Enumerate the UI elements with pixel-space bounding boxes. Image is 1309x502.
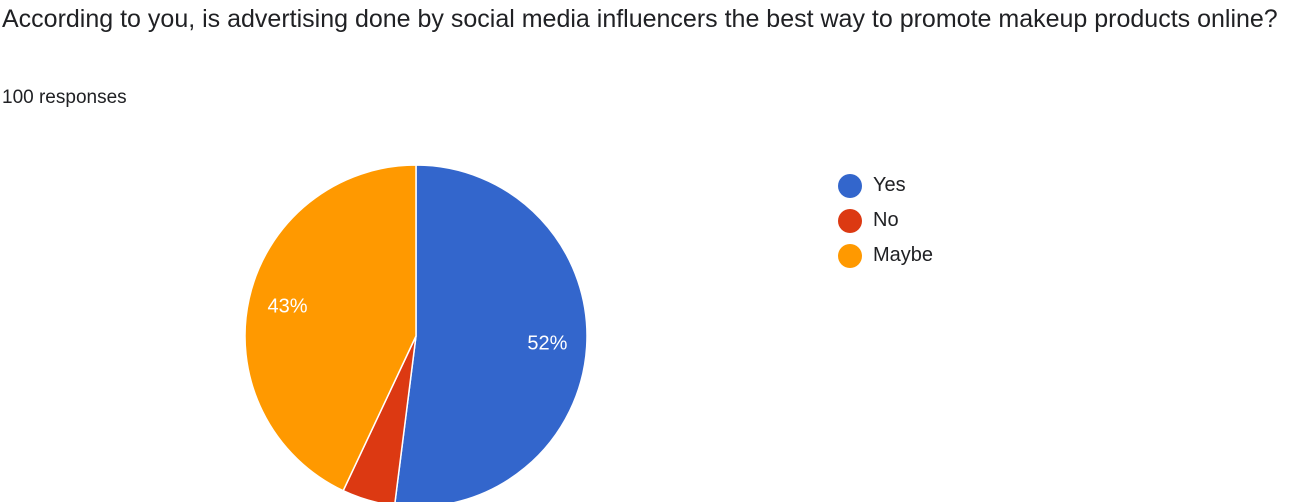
legend-item-yes[interactable]: Yes — [838, 168, 933, 203]
legend-marker-yes — [838, 173, 862, 198]
slice-label-maybe: 43% — [267, 296, 307, 318]
pie-slice-yes[interactable] — [394, 164, 588, 502]
legend-item-maybe[interactable]: Maybe — [838, 238, 933, 273]
legend-label-no: No — [873, 209, 899, 231]
legend-marker-no — [838, 208, 862, 233]
pie-slice-maybe[interactable] — [244, 164, 417, 492]
legend-marker-maybe — [838, 243, 862, 268]
response-count: 100 responses — [2, 87, 127, 108]
question-title: According to you, is advertising done by… — [2, 5, 1278, 33]
slice-label-yes: 52% — [527, 333, 567, 355]
legend-item-no[interactable]: No — [838, 203, 933, 238]
legend-label-yes: Yes — [873, 174, 906, 196]
legend-label-maybe: Maybe — [873, 244, 934, 266]
chart-legend: Yes No Maybe — [838, 168, 933, 273]
